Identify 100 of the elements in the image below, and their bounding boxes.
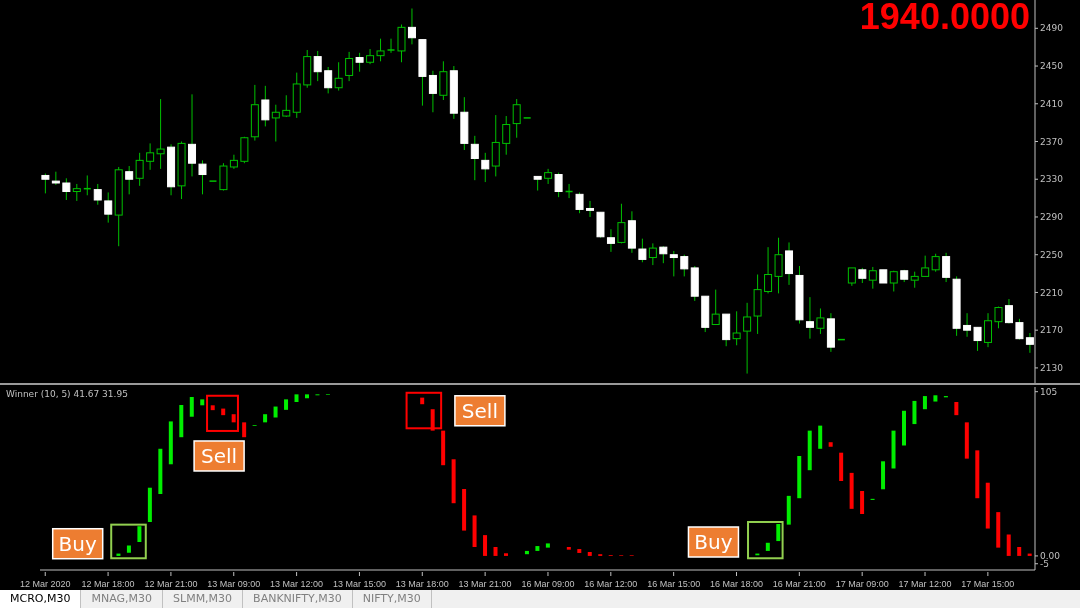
y-tick-label: 2290	[1040, 212, 1064, 223]
bar	[493, 547, 498, 556]
candlestick	[921, 255, 930, 277]
candlestick	[41, 173, 50, 194]
candlestick	[481, 152, 490, 183]
candlestick	[617, 203, 626, 244]
candlestick	[366, 48, 375, 65]
bar	[430, 409, 435, 431]
y-tick-label: 2250	[1040, 249, 1064, 260]
candlestick	[764, 246, 773, 294]
x-tick-label: 13 Mar 21:00	[458, 579, 512, 589]
bar	[284, 399, 289, 410]
candlestick	[942, 252, 951, 283]
y-tick-label: 2210	[1040, 287, 1064, 298]
bar	[242, 422, 247, 438]
bar	[294, 394, 299, 403]
candlestick	[334, 61, 343, 92]
bar	[168, 421, 173, 465]
candlestick	[816, 307, 825, 335]
candlestick	[271, 104, 280, 142]
bar	[1017, 547, 1022, 556]
candlestick	[93, 183, 102, 206]
bar	[451, 459, 456, 504]
annotation: Buy	[694, 530, 733, 554]
candlestick	[711, 289, 720, 326]
y-tick-label: 2450	[1040, 61, 1064, 72]
candlestick	[805, 296, 814, 340]
bar	[158, 448, 163, 494]
bar	[891, 430, 896, 469]
bar	[933, 395, 938, 402]
bar	[1006, 534, 1011, 556]
bar	[273, 406, 278, 418]
bar	[975, 450, 980, 499]
bar	[147, 487, 152, 522]
candlestick	[732, 310, 741, 346]
candlestick	[544, 168, 553, 185]
bar	[860, 491, 865, 515]
x-tick-label: 17 Mar 15:00	[961, 579, 1015, 589]
y-tick-label: 2330	[1040, 174, 1064, 185]
bar	[587, 552, 592, 556]
candlestick	[104, 191, 113, 224]
x-tick-label: 13 Mar 12:00	[270, 579, 324, 589]
candlestick	[324, 66, 333, 94]
bar	[126, 545, 131, 553]
bar	[231, 414, 236, 423]
candlestick	[491, 114, 500, 177]
candlestick	[868, 266, 877, 290]
bar	[577, 549, 582, 553]
bar	[483, 535, 488, 556]
bar	[765, 542, 770, 551]
candlestick	[219, 162, 228, 192]
x-tick-label: 16 Mar 21:00	[772, 579, 826, 589]
candlestick	[973, 326, 982, 352]
candlestick	[439, 60, 448, 101]
candlestick	[743, 302, 752, 375]
candlestick	[386, 38, 396, 54]
candlestick	[125, 165, 134, 195]
bar	[221, 408, 226, 416]
y-tick-label: 2370	[1040, 136, 1064, 147]
x-tick-label: 12 Mar 18:00	[81, 579, 135, 589]
bar	[137, 526, 142, 542]
text: BANKNIFTY,M30	[243, 590, 353, 608]
candlestick	[198, 159, 207, 195]
bar	[566, 547, 571, 550]
bar	[954, 402, 959, 416]
candlestick	[575, 191, 584, 214]
x-tick-label: 16 Mar 15:00	[647, 579, 701, 589]
candlestick	[62, 177, 71, 201]
x-tick-label: 17 Mar 09:00	[835, 579, 889, 589]
text: MNAG,M30	[81, 590, 164, 608]
candlestick	[638, 238, 647, 263]
bar	[786, 495, 791, 525]
candlestick	[554, 172, 563, 198]
candlestick	[1004, 298, 1013, 325]
candlestick	[188, 93, 197, 177]
y-tick-label: 2410	[1040, 98, 1064, 109]
bar	[901, 410, 906, 446]
x-tick-label: 16 Mar 18:00	[709, 579, 764, 589]
annotation: 1940.0000	[859, 0, 1030, 38]
y-tick-label: 105	[1040, 386, 1058, 397]
bar	[922, 396, 927, 410]
bar	[524, 550, 529, 555]
y-tick-label: 2130	[1040, 363, 1064, 374]
bar	[545, 543, 550, 548]
candlestick	[1015, 318, 1024, 341]
candlestick	[470, 135, 479, 181]
bar	[179, 404, 184, 438]
chart-title: Winner (10, 5) 41.67 31.95	[6, 389, 128, 399]
candlestick	[135, 152, 144, 187]
candlestick	[428, 70, 437, 113]
annotation: Sell	[461, 398, 498, 423]
bar	[828, 442, 833, 447]
bar	[420, 397, 425, 405]
bar	[881, 461, 886, 490]
bar	[839, 452, 844, 481]
bar	[304, 394, 309, 399]
candlestick	[156, 98, 165, 170]
bar	[807, 430, 812, 471]
text: MCRO,M30	[0, 590, 82, 608]
bar	[200, 399, 205, 406]
